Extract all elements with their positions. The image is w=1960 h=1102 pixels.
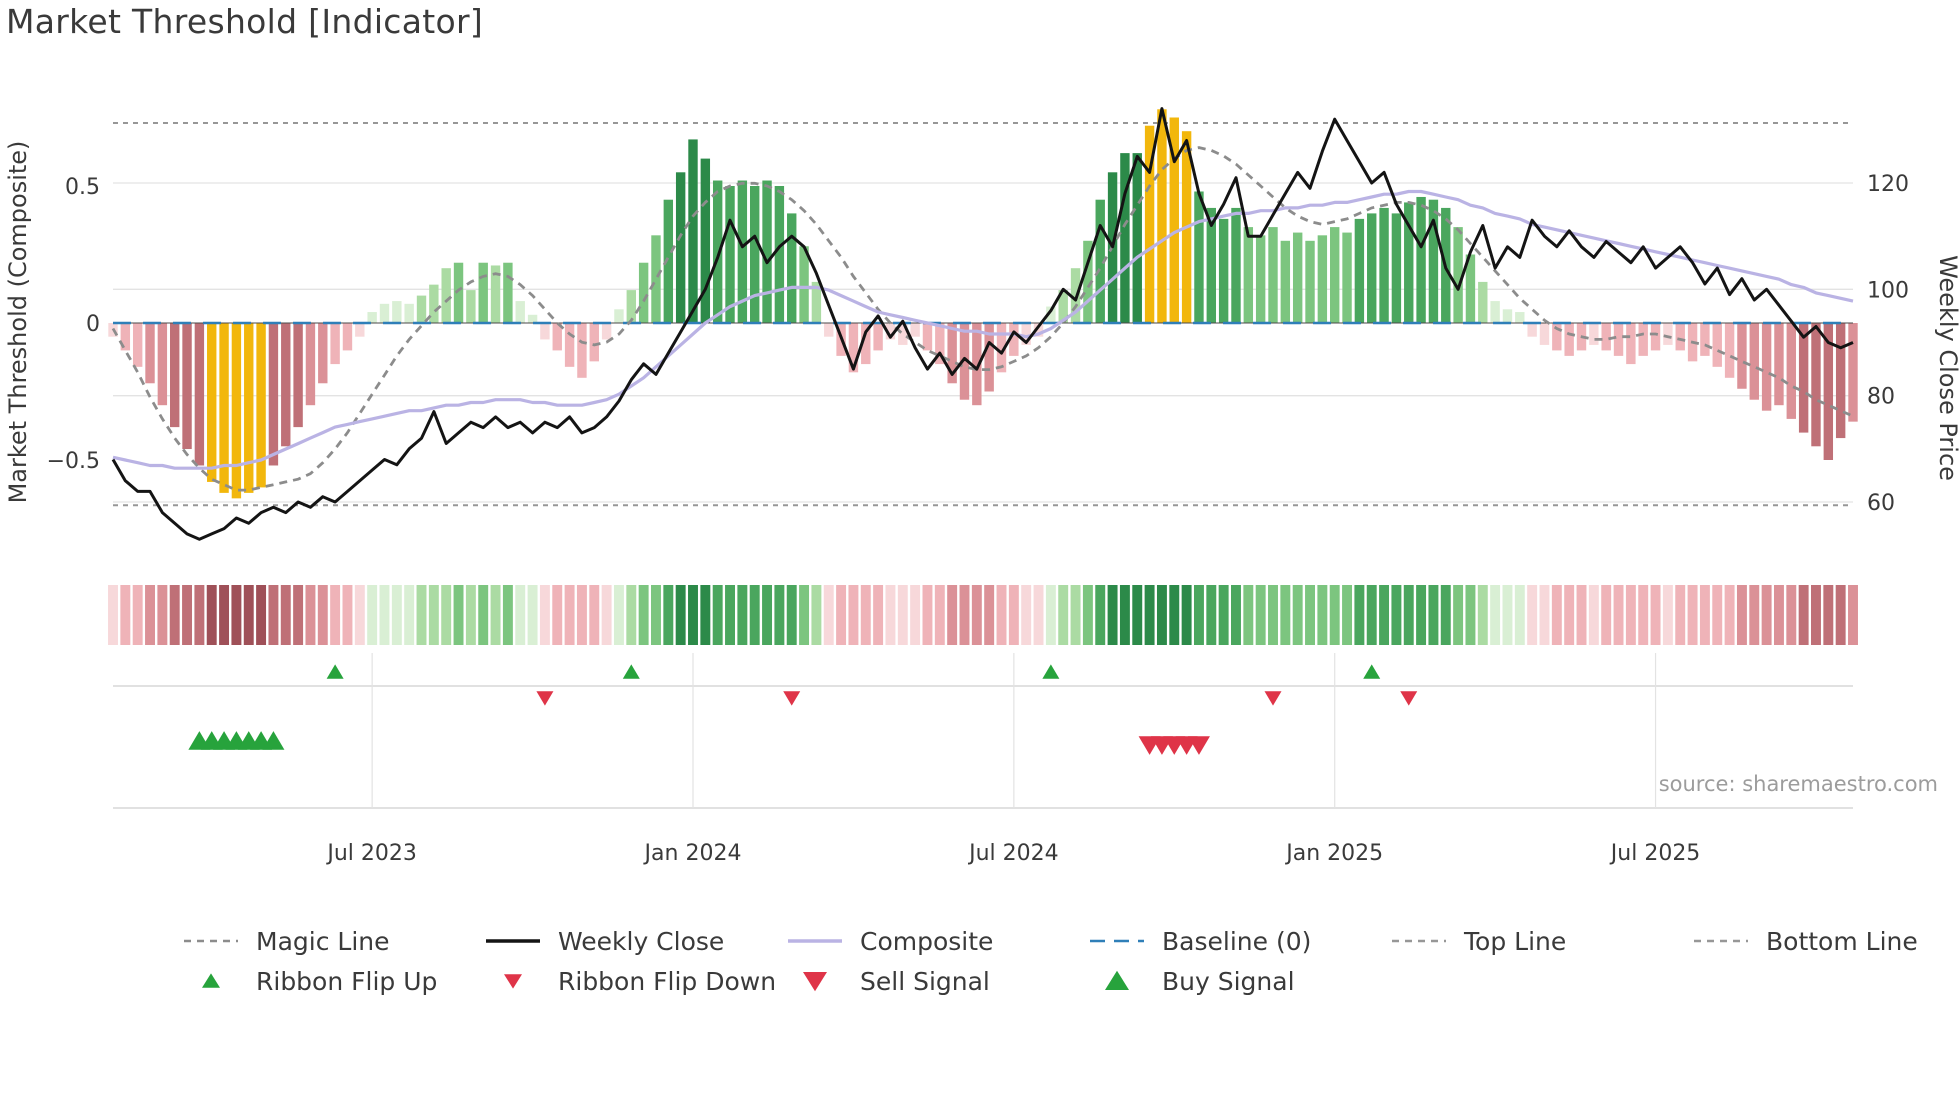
threshold-bars [108,109,1858,499]
tick-label: Jul 2025 [1609,841,1701,866]
baseline-legend-icon [1088,928,1146,954]
bottom-line-legend-icon [1692,928,1750,954]
tick-label: 0.5 [65,175,100,200]
right-axis-title: Weekly Close Price [1934,255,1960,481]
legend-label: Weekly Close [558,926,725,956]
sell-signal-triangle-icon [786,968,844,994]
top-line-legend-icon [1390,928,1448,954]
legend-label: Top Line [1464,926,1567,956]
ribbon-flip-up-triangle-icon [182,968,240,994]
legend-item-magic-line: Magic Line [182,925,484,957]
source-caption: source: sharemaestro.com [1658,772,1938,796]
magic-line-legend-icon [182,928,240,954]
legend-label: Ribbon Flip Down [558,966,777,996]
magic-line [111,146,1854,492]
page-title: Market Threshold [Indicator] [6,2,484,41]
weekly-close-line [111,107,1854,541]
legend-item-ribbon-flip-down: Ribbon Flip Down [484,965,786,997]
legend-label: Bottom Line [1766,926,1918,956]
legend-label: Composite [860,926,994,956]
legend-item-baseline: Baseline (0) [1088,925,1390,957]
legend: Magic Line Weekly Close Composite Baseli… [182,925,1960,997]
legend-label: Baseline (0) [1162,926,1312,956]
composite-line [112,189,1854,470]
legend-label: Ribbon Flip Up [256,966,438,996]
legend-item-composite: Composite [786,925,1088,957]
weekly-close-legend-icon [484,928,542,954]
legend-item-bottom-line: Bottom Line [1692,925,1960,957]
buy-signal-triangle-icon [1088,968,1146,994]
tick-label: 0 [86,312,100,337]
ribbon-strip [108,585,1858,645]
tick-label: −0.5 [47,449,100,474]
tick-label: 100 [1867,278,1909,303]
legend-item-weekly-close: Weekly Close [484,925,786,957]
legend-item-sell-signal: Sell Signal [786,965,1088,997]
tick-label: Jan 2025 [1284,841,1383,866]
legend-item-top-line: Top Line [1390,925,1692,957]
plot-layer: 0.5 0 −0.5 120 100 80 60 Jul 2023 Jan 2024 Jul 20… [47,107,1909,866]
tick-label: 80 [1867,385,1895,410]
legend-item-ribbon-flip-up: Ribbon Flip Up [182,965,484,997]
tick-label: 120 [1867,172,1909,197]
tick-label: Jul 2024 [967,841,1059,866]
ribbon-flip-down-triangle-icon [484,968,542,994]
legend-item-buy-signal: Buy Signal [1088,965,1390,997]
composite-legend-icon [786,928,844,954]
tick-label: Jan 2024 [643,841,742,866]
tick-label: Jul 2023 [325,841,417,866]
signal-markers [188,664,1418,755]
legend-label: Sell Signal [860,966,990,996]
legend-label: Magic Line [256,926,390,956]
tick-label: 60 [1867,491,1895,516]
legend-label: Buy Signal [1162,966,1295,996]
left-axis-title: Market Threshold (Composite) [4,141,32,504]
